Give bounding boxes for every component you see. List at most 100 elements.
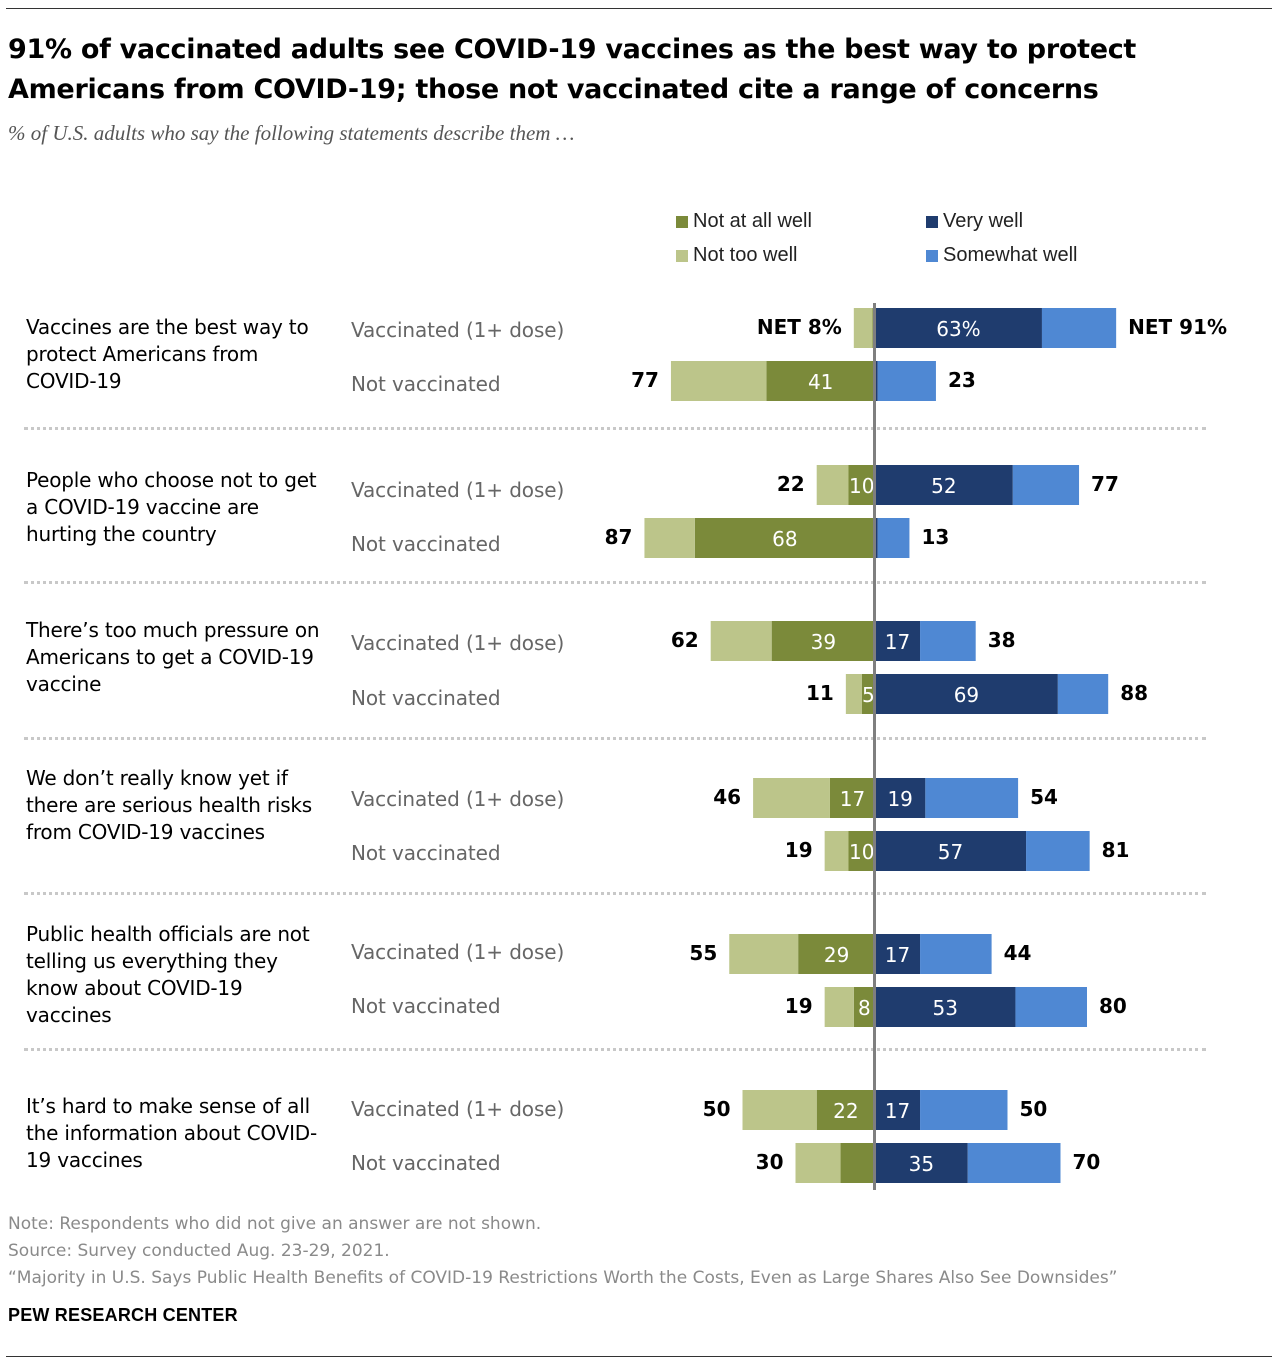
data-label-not-at-all-well: 39 [811,630,836,654]
bar-somewhat-well [1012,465,1080,505]
data-label-not-at-all-well: 10 [849,840,874,864]
bar-very-well [875,674,1058,714]
bar-not-too-well [710,621,772,661]
statement-label-6: It’s hard to make sense of all the infor… [26,1094,317,1172]
data-label-very-well: 35 [909,1152,934,1176]
bar-not-at-all-well [816,1090,875,1130]
data-label-net-positive: 38 [988,628,1016,652]
bar-somewhat-well [1015,987,1087,1027]
bar-not-too-well [853,308,873,348]
data-label-net-negative: 50 [703,1097,731,1121]
data-label-very-well: 17 [885,943,910,967]
bar-not-at-all-well [853,987,875,1027]
bar-very-well [875,621,921,661]
data-label-very-well: 17 [885,630,910,654]
data-label-not-at-all-well: 41 [808,370,833,394]
bar-not-too-well [845,674,862,714]
data-label-not-at-all-well: 29 [824,943,849,967]
row-separator [24,427,1206,430]
bar-very-well [875,1090,921,1130]
bar-somewhat-well [877,518,910,558]
data-label-net-positive: 13 [921,525,949,549]
bar-somewhat-well [1026,831,1090,871]
data-label-net-positive: 77 [1091,472,1119,496]
bar-not-at-all-well [771,621,875,661]
row-separator [24,581,1206,584]
row-separator [24,892,1206,895]
bar-very-well [875,465,1013,505]
bar-not-too-well [816,465,849,505]
statement-label-5: Public health officials are not telling … [26,922,310,1027]
data-label-net-negative: 55 [689,941,717,965]
data-label-net-negative: 87 [605,525,633,549]
group-label-vaccinated: Vaccinated (1+ dose) [351,940,565,964]
legend-swatch-not-too-well [676,249,688,262]
data-label-net-positive: 80 [1099,994,1127,1018]
bar-not-at-all-well [798,934,875,974]
top-rule [6,8,1272,9]
bottom-rule [6,1356,1272,1357]
group-label-not-vaccinated: Not vaccinated [351,994,501,1018]
bar-somewhat-well [1057,674,1109,714]
legend-label: Not too well [693,244,798,266]
bar-very-well [875,518,878,558]
data-label-net-positive: 81 [1102,838,1130,862]
data-label-net-positive: 23 [948,368,976,392]
group-label-vaccinated: Vaccinated (1+ dose) [351,478,565,502]
bar-somewhat-well [877,361,936,401]
data-label-very-well: 63% [936,317,980,341]
bar-not-too-well [753,778,830,818]
group-label-vaccinated: Vaccinated (1+ dose) [351,318,565,342]
data-label-very-well: 52 [931,474,956,498]
group-label-vaccinated: Vaccinated (1+ dose) [351,787,565,811]
bar-not-at-all-well [829,778,875,818]
statement-label-2: People who choose not to get a COVID-19 … [26,468,317,546]
bar-very-well [875,361,878,401]
legend-item-very-well: Very well [926,210,1023,233]
legend-item-not-too-well: Not too well [676,244,798,267]
bar-very-well [875,1143,968,1183]
bar-not-too-well [644,518,695,558]
statement-label-3: There’s too much pressure on Americans t… [26,618,320,696]
data-label-very-well: 19 [887,787,912,811]
data-label-very-well: 69 [954,683,979,707]
chart-title: 91% of vaccinated adults see COVID-19 va… [8,34,1137,105]
group-label-vaccinated: Vaccinated (1+ dose) [351,631,565,655]
bar-not-too-well [795,1143,841,1183]
footer-report-title: “Majority in U.S. Says Public Health Ben… [8,1268,1118,1288]
data-label-net-negative: 62 [671,628,699,652]
bar-not-too-well [729,934,799,974]
data-label-very-well: 17 [885,1099,910,1123]
bar-not-at-all-well [848,831,875,871]
data-label-net-negative: 30 [756,1150,784,1174]
legend-item-somewhat-well: Somewhat well [926,244,1078,267]
data-label-not-at-all-well: 8 [858,996,871,1020]
bar-very-well [875,831,1027,871]
data-label-not-at-all-well: 68 [772,527,797,551]
bar-very-well [875,987,1016,1027]
zero-axis-line [873,303,876,1190]
data-label-not-at-all-well: 22 [833,1099,858,1123]
legend-swatch-not-at-all-well [676,215,688,228]
legend-label: Somewhat well [943,244,1078,266]
group-label-not-vaccinated: Not vaccinated [351,1151,501,1175]
legend-swatch-somewhat-well [926,249,938,262]
group-label-not-vaccinated: Not vaccinated [351,686,501,710]
bar-somewhat-well [920,934,992,974]
legend-item-not-at-all-well: Not at all well [676,210,812,233]
bar-not-too-well [824,831,849,871]
row-separator [24,737,1206,740]
legend-swatch-very-well [926,215,938,228]
bar-somewhat-well [920,621,976,661]
data-label-not-at-all-well: 10 [849,474,874,498]
statement-label-1: Vaccines are the best way to protect Ame… [26,315,309,393]
row-separator [24,1048,1206,1051]
group-label-not-vaccinated: Not vaccinated [351,372,501,396]
brand-logo-text: PEW RESEARCH CENTER [8,1305,238,1325]
legend-label: Very well [943,210,1024,232]
group-label-not-vaccinated: Not vaccinated [351,532,501,556]
data-label-net-positive: 88 [1120,681,1148,705]
bar-not-too-well [742,1090,817,1130]
bar-somewhat-well [1041,308,1117,348]
